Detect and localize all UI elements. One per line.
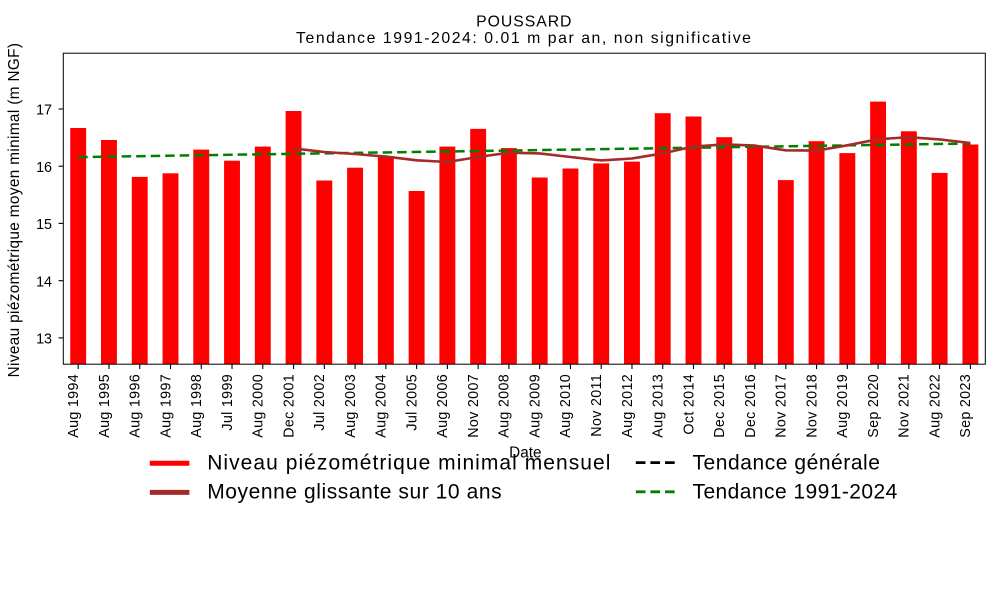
- svg-text:Aug 2022: Aug 2022: [927, 374, 943, 438]
- svg-text:Nov 2021: Nov 2021: [897, 374, 913, 438]
- svg-text:Tendance générale: Tendance générale: [693, 451, 881, 474]
- svg-text:15: 15: [36, 217, 52, 233]
- svg-text:Aug 1995: Aug 1995: [97, 374, 113, 438]
- svg-text:Aug 1994: Aug 1994: [66, 374, 82, 438]
- svg-text:Aug 2004: Aug 2004: [374, 374, 390, 438]
- svg-text:Nov 2011: Nov 2011: [589, 374, 605, 437]
- svg-text:POUSSARD: POUSSARD: [476, 13, 572, 30]
- svg-text:Moyenne glissante sur 10 ans: Moyenne glissante sur 10 ans: [207, 481, 502, 504]
- svg-text:17: 17: [36, 103, 52, 119]
- svg-text:Jul 2005: Jul 2005: [404, 374, 420, 431]
- svg-text:Sep 2020: Sep 2020: [866, 374, 882, 438]
- svg-text:Aug 2019: Aug 2019: [835, 374, 851, 438]
- svg-text:Nov 2018: Nov 2018: [804, 374, 820, 438]
- svg-text:13: 13: [36, 332, 52, 348]
- svg-text:Aug 1996: Aug 1996: [128, 374, 144, 438]
- svg-text:Aug 2006: Aug 2006: [435, 374, 451, 438]
- svg-text:Jul 1999: Jul 1999: [220, 374, 236, 431]
- svg-text:Nov 2017: Nov 2017: [774, 374, 790, 438]
- svg-text:Aug 2003: Aug 2003: [343, 374, 359, 438]
- svg-text:Niveau piézométrique minimal m: Niveau piézométrique minimal mensuel: [207, 451, 611, 474]
- svg-text:Aug 2009: Aug 2009: [527, 374, 543, 438]
- svg-text:Aug 1997: Aug 1997: [158, 374, 174, 438]
- svg-text:Aug 2012: Aug 2012: [620, 374, 636, 438]
- svg-text:Dec 2001: Dec 2001: [281, 374, 297, 438]
- svg-text:Aug 2000: Aug 2000: [251, 374, 267, 438]
- svg-text:Aug 2008: Aug 2008: [497, 374, 513, 438]
- svg-text:Aug 2010: Aug 2010: [558, 374, 574, 438]
- svg-text:Aug 1998: Aug 1998: [189, 374, 205, 438]
- svg-text:14: 14: [36, 274, 52, 290]
- svg-text:Dec 2016: Dec 2016: [743, 374, 759, 438]
- svg-text:Niveau piézométrique moyen min: Niveau piézométrique moyen minimal (m NG…: [6, 43, 23, 378]
- svg-text:Date: Date: [509, 444, 541, 461]
- svg-text:Nov 2007: Nov 2007: [466, 374, 482, 438]
- svg-text:Sep 2023: Sep 2023: [958, 374, 974, 438]
- svg-text:Aug 2013: Aug 2013: [651, 374, 667, 438]
- svg-text:Jul 2002: Jul 2002: [312, 374, 328, 431]
- svg-text:16: 16: [36, 160, 52, 176]
- svg-text:Oct 2014: Oct 2014: [681, 374, 697, 435]
- svg-text:Tendance 1991-2024: Tendance 1991-2024: [693, 481, 898, 504]
- svg-text:Tendance 1991-2024: 0.01 m par: Tendance 1991-2024: 0.01 m par an, non s…: [296, 30, 752, 47]
- svg-text:Dec 2015: Dec 2015: [712, 374, 728, 438]
